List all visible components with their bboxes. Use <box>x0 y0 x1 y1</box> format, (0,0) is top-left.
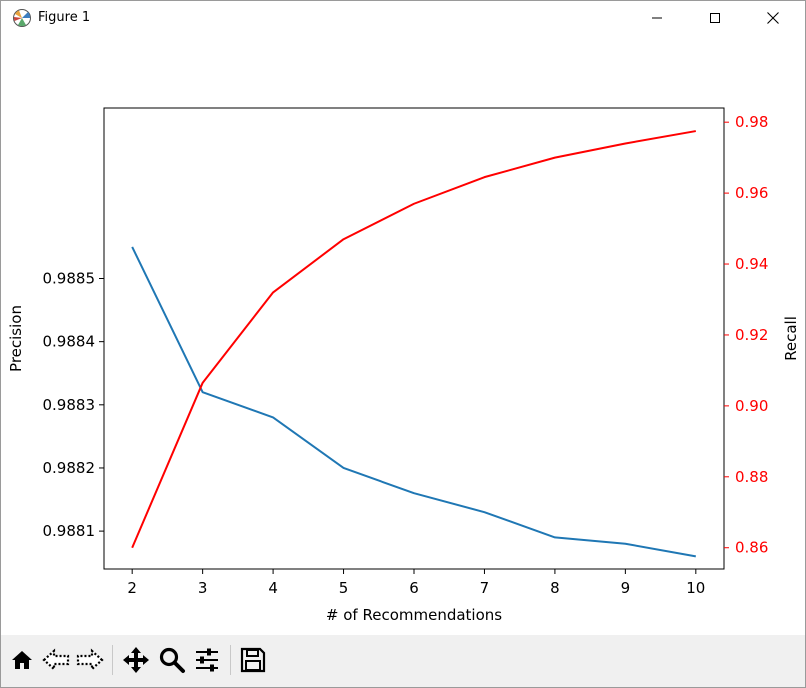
precision-series-line <box>131 246 696 558</box>
y2-axis-label: Recall <box>782 316 800 361</box>
title-bar[interactable]: Figure 1 <box>1 1 805 34</box>
close-button[interactable] <box>744 1 802 34</box>
x-tick-label: 5 <box>339 579 349 597</box>
axes-frame <box>103 107 725 570</box>
back-button[interactable] <box>40 644 72 676</box>
y-axis-right: 0.86 0.88 0.90 0.92 0.94 0.96 0.98 <box>724 113 768 557</box>
toolbar-separator <box>112 645 113 675</box>
y2-tick-label: 0.90 <box>735 397 768 415</box>
y-tick-label: 0.9884 <box>43 333 96 351</box>
maximize-button[interactable] <box>686 1 744 34</box>
zoom-icon <box>158 646 186 674</box>
y2-tick-label: 0.96 <box>735 184 768 202</box>
y2-tick-label: 0.86 <box>735 539 768 557</box>
precision-recall-chart[interactable]: 2 3 4 5 6 7 8 9 10 0.98810.98820.98830.98840.988… <box>1 34 805 635</box>
minimize-button[interactable] <box>628 1 686 34</box>
y2-tick-label: 0.92 <box>735 326 768 344</box>
y2-tick-label: 0.94 <box>735 255 768 273</box>
x-tick-label: 3 <box>198 579 208 597</box>
x-tick-label: 9 <box>621 579 631 597</box>
x-tick-label: 8 <box>550 579 560 597</box>
y-tick-label: 0.9885 <box>43 270 96 288</box>
maximize-icon <box>709 12 721 24</box>
navigation-toolbar <box>1 635 805 687</box>
x-tick-label: 2 <box>127 579 137 597</box>
y2-tick-label: 0.88 <box>735 468 768 486</box>
y-axis-label: Precision <box>7 305 25 372</box>
forward-button[interactable] <box>74 644 106 676</box>
pan-button[interactable] <box>120 644 152 676</box>
y-axis-left: 0.9881 0.9882 0.9883 0.9884 0.9885 <box>43 270 104 540</box>
x-axis: 2 3 4 5 6 7 8 9 10 <box>127 569 705 597</box>
window-title: Figure 1 <box>38 10 91 25</box>
y-tick-label: 0.9882 <box>43 459 96 477</box>
save-icon <box>240 647 266 673</box>
recall-series-line <box>131 130 696 549</box>
minimize-icon <box>651 12 663 24</box>
x-tick-label: 10 <box>686 579 705 597</box>
forward-icon <box>76 647 104 673</box>
close-icon <box>766 11 780 25</box>
configure-subplots-button[interactable] <box>191 644 223 676</box>
matplotlib-figure-icon <box>12 8 32 28</box>
home-icon <box>9 647 35 673</box>
toolbar-separator <box>230 645 231 675</box>
y2-tick-label: 0.98 <box>735 113 768 131</box>
x-tick-label: 7 <box>480 579 490 597</box>
home-button[interactable] <box>6 644 38 676</box>
x-axis-label: # of Recommendations <box>326 606 502 624</box>
x-tick-label: 4 <box>268 579 278 597</box>
y-tick-label: 0.9883 <box>43 396 96 414</box>
zoom-button[interactable] <box>156 644 188 676</box>
y-tick-label: 0.9881 <box>43 522 96 540</box>
x-tick-label: 6 <box>409 579 419 597</box>
pan-icon <box>122 646 150 674</box>
subplots-icon <box>193 646 221 674</box>
back-icon <box>42 647 70 673</box>
figure-canvas[interactable]: 2 3 4 5 6 7 8 9 10 0.9881 0.9882 0.9883 0.9884 0.988… <box>1 34 805 635</box>
save-button[interactable] <box>237 644 269 676</box>
